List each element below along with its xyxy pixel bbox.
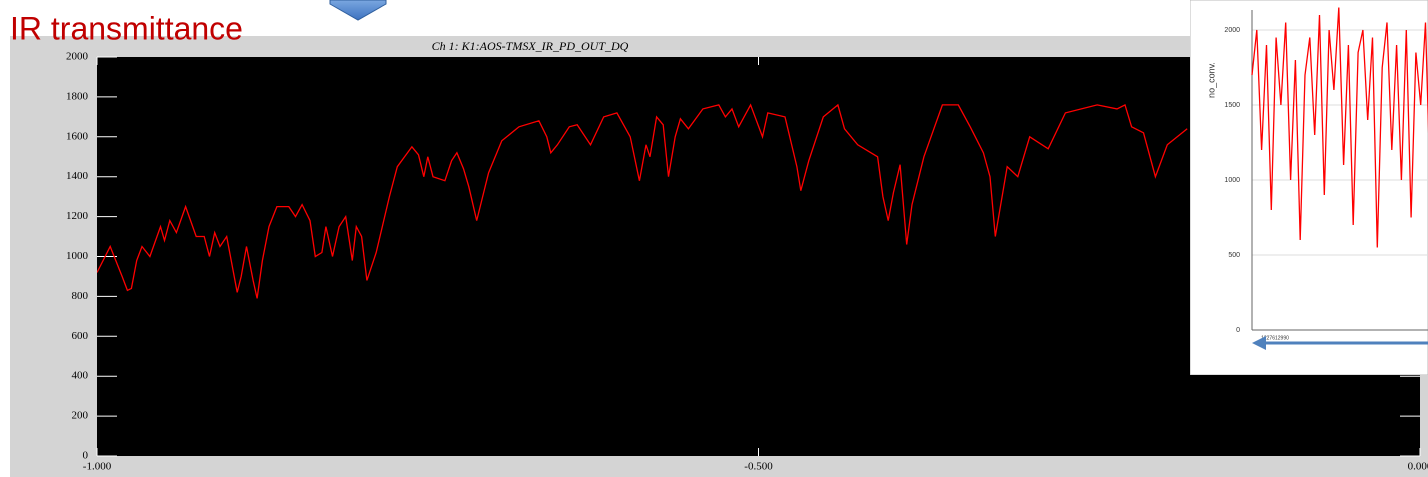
- y-tick-label: 400: [72, 370, 89, 382]
- y-tick-label: 0: [83, 450, 89, 462]
- y-tick-label: 1800: [66, 90, 89, 102]
- y-tick-label: 1600: [66, 130, 89, 142]
- y-tick-label: 800: [72, 290, 89, 302]
- y-tick-label: 500: [1228, 252, 1240, 259]
- inset-panel: [1190, 0, 1428, 375]
- data-line: [97, 103, 1188, 299]
- y-tick-label: 600: [72, 330, 89, 342]
- y-tick-label: 2000: [1224, 27, 1240, 34]
- x-tick-label: -0.500: [744, 461, 773, 473]
- arrow-icon: [329, 0, 387, 21]
- x-tick-label: 1227612990: [1261, 335, 1289, 341]
- chart-title: Ch 1: K1:AOS-TMSX_IR_PD_OUT_DQ: [432, 39, 629, 53]
- y-tick-label: 0: [1236, 327, 1240, 334]
- y-axis-label: no_conv.: [1206, 62, 1216, 98]
- y-tick-label: 1000: [1224, 177, 1240, 184]
- y-tick-label: 2000: [66, 51, 89, 63]
- y-tick-label: 1400: [66, 170, 89, 182]
- y-tick-label: 1200: [66, 210, 89, 222]
- y-tick-label: 200: [72, 410, 89, 422]
- y-tick-label: 1500: [1224, 102, 1240, 109]
- x-tick-label: -1.000: [83, 461, 112, 473]
- double-arrow: [1252, 336, 1428, 350]
- y-tick-label: 1000: [66, 250, 89, 262]
- x-tick-label: 0.000: [1408, 461, 1428, 473]
- slide-label: IR transmittance: [10, 10, 243, 46]
- inset-chart: 0 500 1000 1500 2000 no_conv. 1227612990: [1190, 0, 1428, 375]
- data-line: [1251, 7, 1428, 248]
